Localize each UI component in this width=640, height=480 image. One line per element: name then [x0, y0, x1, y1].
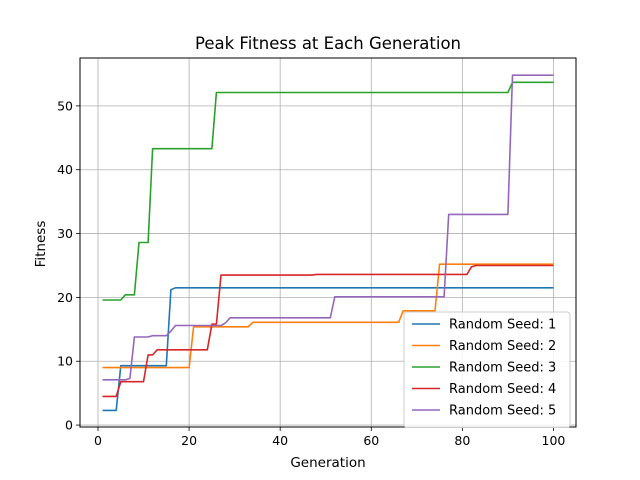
- y-tick-label-5: 50: [57, 98, 73, 113]
- y-tick-label-1: 10: [57, 354, 73, 369]
- legend-label-1: Random Seed: 1: [449, 318, 556, 333]
- y-tick-label-2: 20: [57, 290, 73, 305]
- x-axis-title: Generation: [290, 455, 365, 471]
- y-axis-title: Fitness: [33, 221, 49, 268]
- legend-label-2: Random Seed: 2: [449, 339, 556, 354]
- legend-box: [403, 311, 571, 428]
- series-lines: [102, 74, 554, 412]
- legend-label-5: Random Seed: 5: [449, 404, 556, 419]
- y-tick-label-4: 40: [57, 162, 73, 177]
- legend-label-4: Random Seed: 4: [449, 382, 556, 397]
- grid-lines: [80, 58, 576, 427]
- x-tick-label-2: 40: [272, 433, 288, 448]
- x-tick-label-3: 60: [363, 433, 379, 448]
- legend-label-3: Random Seed: 3: [449, 361, 556, 376]
- chart-title: Peak Fitness at Each Generation: [195, 34, 461, 53]
- x-tick-label-4: 80: [454, 433, 470, 448]
- y-tick-label-0: 0: [65, 418, 73, 433]
- axis-ticks: 0 20 40 60 80 100 0 10 20 30 40 50: [57, 98, 565, 448]
- series-line-5: [102, 74, 554, 381]
- series-line-3: [102, 81, 554, 301]
- series-line-2: [102, 263, 554, 369]
- x-tick-label-5: 100: [542, 433, 566, 448]
- x-tick-label-0: 0: [94, 433, 102, 448]
- plot-frame: [79, 57, 577, 428]
- x-tick-label-1: 20: [181, 433, 197, 448]
- series-line-4: [102, 264, 554, 398]
- series-line-1: [102, 286, 554, 412]
- y-tick-label-3: 30: [57, 226, 73, 241]
- legend: Random Seed: 1 Random Seed: 2 Random Seed:…: [403, 311, 571, 428]
